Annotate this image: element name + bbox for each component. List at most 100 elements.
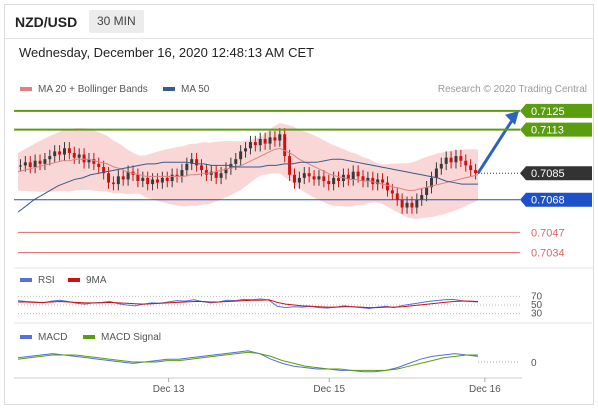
candle-body — [278, 134, 282, 141]
level-label-pivot: 0.7068 — [531, 195, 565, 207]
x-tick-label: Dec 13 — [153, 384, 185, 395]
macd-series-line — [17, 351, 478, 371]
ma50-legend-label: MA 50 — [181, 84, 210, 95]
chart-timestamp: Wednesday, December 16, 2020 12:48:13 AM… — [19, 45, 315, 60]
candle-body — [18, 165, 22, 167]
candle-body — [48, 156, 52, 160]
candle-body — [288, 156, 292, 175]
candle-body — [126, 171, 130, 180]
candle-body — [351, 171, 355, 180]
level-tag-bg — [520, 103, 592, 118]
price-panel — [17, 110, 519, 219]
candle-body — [116, 176, 120, 185]
candle-body — [464, 160, 468, 166]
rsi-legend-label: RSI — [38, 275, 55, 286]
timeframe-badge[interactable]: 30 MIN — [89, 10, 144, 33]
candle-body — [283, 134, 287, 157]
level-tag-pivot: 0.7068 — [520, 192, 592, 207]
candle-body — [337, 177, 341, 181]
candle-body — [141, 177, 145, 181]
candle-body — [248, 142, 252, 149]
candle-body — [302, 173, 306, 178]
candle-body — [297, 177, 301, 183]
level-tag-bg — [520, 166, 592, 181]
macd-signal-legend-swatch — [83, 335, 95, 339]
candle-body — [62, 148, 66, 155]
candle-body — [327, 181, 331, 185]
macd-series-line — [17, 350, 479, 373]
rsi-legend-swatch — [20, 278, 32, 282]
candle-body — [195, 159, 199, 166]
x-tick-label: Dec 16 — [469, 384, 501, 395]
level-label-support: 0.7047 — [531, 227, 565, 239]
candle-body — [23, 162, 27, 166]
currency-pair: NZD/USD — [15, 14, 78, 30]
candle-body — [346, 174, 350, 180]
level-tag-current: 0.7085 — [520, 166, 592, 181]
candle-body — [420, 195, 424, 200]
candle-body — [53, 151, 57, 157]
candle-body — [87, 159, 91, 163]
research-credit: Research © 2020 Trading Central — [438, 84, 587, 95]
rsi-level-label: 50 — [531, 300, 543, 311]
level-label-resistance: 0.7125 — [531, 106, 565, 118]
candle-body — [165, 177, 169, 181]
candle-body — [185, 163, 189, 171]
candle-body — [273, 137, 277, 141]
level-label-support: 0.7034 — [531, 248, 565, 260]
candle-body — [376, 179, 380, 185]
macd-signal-legend-label: MACD Signal — [101, 332, 161, 343]
candle-body — [219, 173, 223, 178]
candle-body — [239, 151, 243, 160]
candle-body — [292, 174, 296, 183]
candle-body — [200, 165, 204, 171]
rsi-ma-legend-swatch — [68, 278, 80, 282]
candle-body — [72, 152, 76, 158]
ma20-legend-label: MA 20 + Bollinger Bands — [38, 84, 148, 95]
candle-body — [190, 159, 194, 164]
candle-body — [385, 182, 389, 191]
candle-body — [425, 187, 429, 196]
candle-body — [107, 173, 111, 183]
candle-body — [82, 154, 86, 163]
ma50-line — [17, 158, 478, 213]
candle-body — [28, 162, 32, 167]
candle-body — [180, 170, 184, 177]
candle-body — [268, 137, 272, 144]
x-axis: Dec 13 Dec 15 Dec 16 — [153, 378, 501, 395]
candle-body — [33, 160, 37, 167]
projection-arrow-head — [505, 110, 519, 125]
candle-body — [366, 177, 370, 181]
candle-body — [263, 138, 267, 144]
candle-body — [415, 199, 419, 208]
candle-body — [136, 174, 140, 181]
level-tag-resistance: 0.7113 — [520, 122, 592, 137]
candle-body — [474, 170, 478, 174]
candle-body — [381, 179, 385, 183]
ma20-line — [17, 147, 479, 191]
candle-body — [371, 177, 375, 185]
ma50-legend-swatch — [163, 87, 175, 91]
candle-body — [121, 176, 125, 180]
chart-header: NZD/USD 30 MIN — [5, 5, 593, 39]
candle-body — [469, 165, 473, 171]
candle-body — [434, 168, 438, 178]
candle-body — [175, 174, 179, 177]
candle-body — [361, 176, 365, 181]
level-tag-bg — [520, 192, 592, 207]
candle-body — [405, 202, 409, 208]
candle-body — [92, 159, 96, 164]
candle-body — [400, 199, 404, 208]
candle-body — [111, 182, 115, 185]
projection-arrow-shaft — [476, 118, 515, 175]
candle-body — [410, 202, 414, 208]
chart-widget: NZD/USD 30 MIN Wednesday, December 16, 2… — [4, 4, 594, 405]
candle-body — [38, 160, 42, 164]
bollinger-band — [18, 123, 478, 219]
candle-body — [253, 142, 257, 146]
rsi-level-label: 30 — [531, 309, 543, 320]
level-label-current: 0.7085 — [531, 168, 565, 180]
macd-legend-label: MACD — [38, 332, 67, 343]
